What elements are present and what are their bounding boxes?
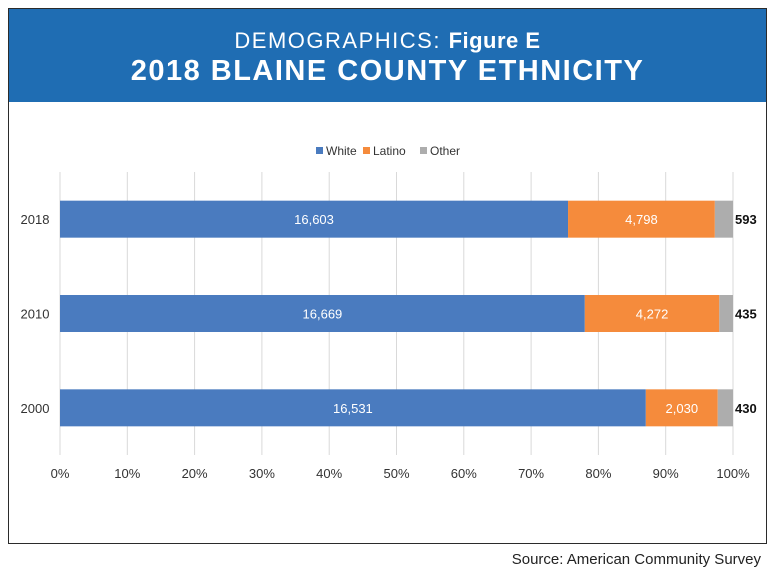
page-title: 2018 BLAINE COUNTY ETHNICITY <box>130 55 645 87</box>
x-tick-label: 40% <box>316 466 342 481</box>
x-tick-label: 0% <box>51 466 70 481</box>
bar-segment-other <box>714 200 733 238</box>
x-tick-label: 100% <box>716 466 750 481</box>
kicker-label: DEMOGRAPHICS: <box>234 28 441 53</box>
bars: 16,603 4,798 593 16,669 4,272 435 16,531 2,030 4… <box>60 200 757 427</box>
bar-segment-latino <box>568 200 715 238</box>
legend-swatch <box>316 147 323 154</box>
data-label: 435 <box>735 307 757 322</box>
legend-label: Latino <box>373 144 406 158</box>
bar-segment-white <box>60 295 585 332</box>
data-label: 593 <box>735 212 757 227</box>
legend-swatch <box>420 147 427 154</box>
data-label: 430 <box>735 401 757 416</box>
bar-segment-white <box>60 200 569 238</box>
data-label: 2,030 <box>666 401 699 416</box>
x-tick-label: 80% <box>585 466 611 481</box>
header-kicker: DEMOGRAPHICS: Figure E <box>9 28 766 54</box>
bar-segment-latino <box>645 389 718 427</box>
chart-frame: DEMOGRAPHICS: Figure E 2018 BLAINE COUNT… <box>8 8 767 544</box>
legend-label: Other <box>430 144 460 158</box>
header-banner: DEMOGRAPHICS: Figure E 2018 BLAINE COUNT… <box>9 9 766 102</box>
x-tick-label: 50% <box>383 466 409 481</box>
x-tick-label: 60% <box>451 466 477 481</box>
y-axis-labels: 2018 2010 2000 <box>21 212 50 416</box>
data-label: 16,603 <box>294 212 334 227</box>
x-tick-label: 90% <box>653 466 679 481</box>
y-tick-label: 2018 <box>21 212 50 227</box>
bar-segment-white <box>60 389 646 427</box>
x-tick-label: 70% <box>518 466 544 481</box>
data-label: 16,669 <box>303 307 343 322</box>
y-tick-label: 2010 <box>21 307 50 322</box>
bar-segment-latino <box>584 295 720 332</box>
figure-label: Figure E <box>448 28 541 53</box>
legend: White Latino Other <box>316 144 460 158</box>
x-tick-label: 10% <box>114 466 140 481</box>
stacked-bar-chart: White Latino Other 16,603 4,798 593 16,669 4,2… <box>21 144 757 481</box>
x-tick-label: 30% <box>249 466 275 481</box>
data-label: 4,272 <box>636 307 669 322</box>
legend-swatch <box>363 147 370 154</box>
legend-label: White <box>326 144 357 158</box>
data-label: 16,531 <box>333 401 373 416</box>
x-tick-label: 20% <box>182 466 208 481</box>
x-axis-labels: 0% 10% 20% 30% 40% 50% 60% 70% 80% 90% 100% <box>51 466 750 481</box>
data-label: 4,798 <box>625 212 658 227</box>
bar-segment-other <box>719 295 733 332</box>
bar-segment-other <box>717 389 733 427</box>
source-note: Source: American Community Survey <box>511 551 761 568</box>
y-tick-label: 2000 <box>21 401 50 416</box>
